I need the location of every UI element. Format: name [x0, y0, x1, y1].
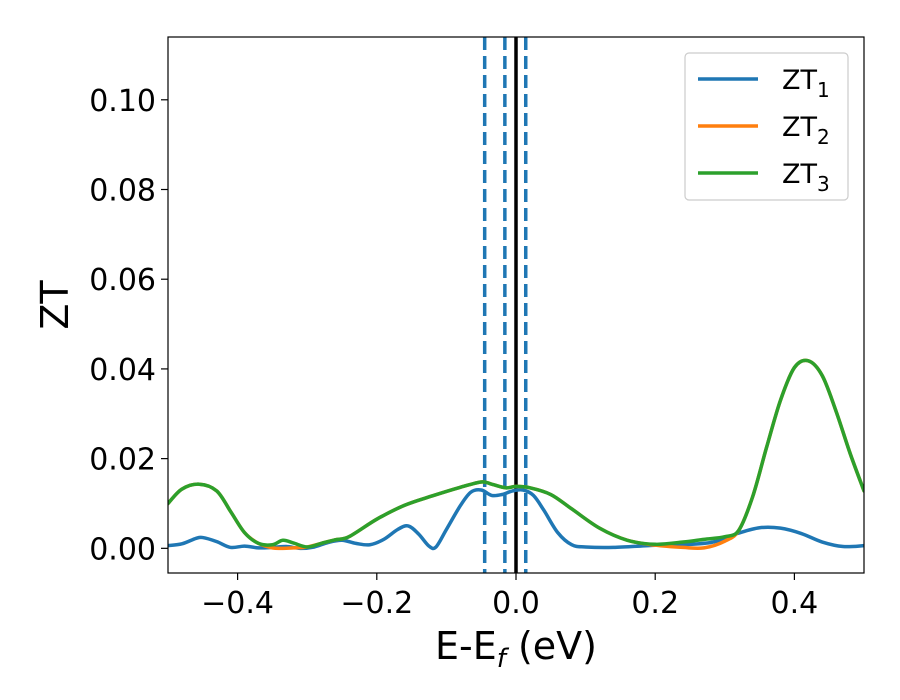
legend: ZT1 ZT2 ZT3: [684, 52, 849, 201]
legend-box: [684, 52, 849, 201]
y-tick-label: 0.00: [89, 532, 156, 567]
x-tick-label: 0.4: [771, 586, 819, 621]
x-tick-label: 0.0: [492, 586, 540, 621]
y-tick-label: 0.08: [89, 174, 156, 209]
y-tick-label: 0.02: [89, 443, 156, 478]
y-axis-label: ZT: [33, 280, 77, 330]
legend-label-zt3: ZT3: [782, 159, 830, 196]
x-tick-label: −0.2: [340, 586, 413, 621]
y-tick-label: 0.06: [89, 263, 156, 298]
x-tick-label: −0.4: [201, 586, 274, 621]
x-axis-label-main: E-E: [435, 624, 497, 668]
x-tick-label: 0.2: [631, 586, 679, 621]
legend-label-zt2: ZT2: [782, 112, 830, 149]
legend-label-zt1: ZT1: [782, 65, 830, 102]
y-tick-label: 0.04: [89, 353, 156, 388]
x-axis-label-suffix: (eV): [506, 624, 597, 668]
series-line-zt3: [168, 358, 864, 549]
x-axis-label: E-Ef (eV): [435, 624, 597, 674]
y-tick-label: 0.10: [89, 84, 156, 119]
